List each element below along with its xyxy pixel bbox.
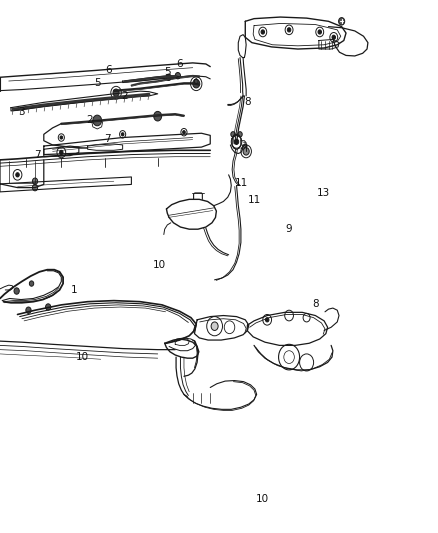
Text: 8: 8 xyxy=(312,299,319,309)
Text: 10: 10 xyxy=(76,352,89,362)
Circle shape xyxy=(154,111,162,121)
Circle shape xyxy=(265,318,269,322)
Circle shape xyxy=(175,72,180,79)
Circle shape xyxy=(46,304,51,310)
Text: 8: 8 xyxy=(244,98,251,107)
Circle shape xyxy=(16,173,19,177)
Text: 13: 13 xyxy=(317,188,330,198)
Circle shape xyxy=(121,133,124,136)
Text: 2: 2 xyxy=(121,91,128,101)
Circle shape xyxy=(318,30,321,34)
Text: 1: 1 xyxy=(71,286,78,295)
Circle shape xyxy=(32,184,38,191)
Text: 10: 10 xyxy=(256,495,269,504)
Circle shape xyxy=(261,30,265,34)
Circle shape xyxy=(113,89,119,96)
Text: 7: 7 xyxy=(34,150,41,159)
Circle shape xyxy=(29,281,34,286)
Circle shape xyxy=(183,131,185,134)
Text: 2: 2 xyxy=(86,115,93,125)
Circle shape xyxy=(234,139,239,144)
Text: 6: 6 xyxy=(176,59,183,69)
Text: 11: 11 xyxy=(235,179,248,188)
Circle shape xyxy=(60,150,63,155)
Circle shape xyxy=(287,28,291,32)
Text: 5: 5 xyxy=(164,67,171,77)
Text: 5: 5 xyxy=(94,78,101,87)
Circle shape xyxy=(211,322,218,330)
Circle shape xyxy=(244,144,247,148)
Circle shape xyxy=(193,79,200,88)
Text: 10: 10 xyxy=(152,260,166,270)
Text: 3: 3 xyxy=(18,107,25,117)
Circle shape xyxy=(26,307,31,313)
Circle shape xyxy=(332,35,336,39)
Circle shape xyxy=(93,115,102,126)
Circle shape xyxy=(166,74,171,80)
Circle shape xyxy=(60,136,63,139)
Circle shape xyxy=(14,288,19,294)
Text: 9: 9 xyxy=(285,224,292,234)
Circle shape xyxy=(339,18,345,25)
Text: 7: 7 xyxy=(104,134,111,143)
Circle shape xyxy=(32,178,38,184)
Circle shape xyxy=(243,148,249,155)
Text: 6: 6 xyxy=(105,66,112,75)
Text: 11: 11 xyxy=(247,195,261,205)
Circle shape xyxy=(231,132,235,137)
Circle shape xyxy=(238,132,242,137)
